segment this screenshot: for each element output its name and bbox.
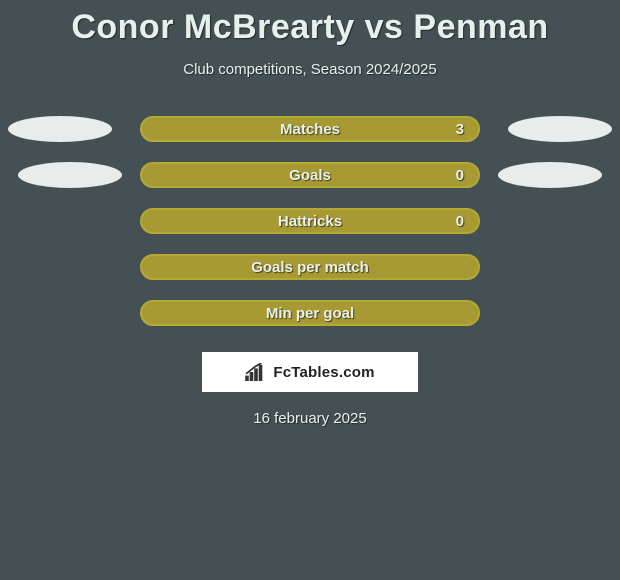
chart-icon bbox=[245, 363, 267, 381]
date: 16 february 2025 bbox=[0, 410, 620, 427]
stat-value: 0 bbox=[456, 213, 464, 230]
stat-row-hattricks: Hattricks 0 bbox=[0, 208, 620, 236]
stat-label: Matches bbox=[280, 121, 340, 138]
stat-row-matches: Matches 3 bbox=[0, 116, 620, 144]
stat-label: Hattricks bbox=[278, 213, 342, 230]
ellipse-left bbox=[8, 116, 112, 142]
stat-value: 3 bbox=[456, 121, 464, 138]
ellipse-right bbox=[498, 162, 602, 188]
logo[interactable]: FcTables.com bbox=[202, 352, 418, 392]
stat-label: Goals bbox=[289, 167, 331, 184]
stat-value: 0 bbox=[456, 167, 464, 184]
stat-bar: Min per goal bbox=[140, 300, 480, 326]
stat-row-min-per-goal: Min per goal bbox=[0, 300, 620, 328]
stat-bar: Goals 0 bbox=[140, 162, 480, 188]
stat-bar: Goals per match bbox=[140, 254, 480, 280]
stat-bar: Matches 3 bbox=[140, 116, 480, 142]
stat-row-goals-per-match: Goals per match bbox=[0, 254, 620, 282]
stat-bar: Hattricks 0 bbox=[140, 208, 480, 234]
ellipse-left bbox=[18, 162, 122, 188]
subtitle: Club competitions, Season 2024/2025 bbox=[0, 61, 620, 78]
stat-label: Goals per match bbox=[251, 259, 369, 276]
ellipse-right bbox=[508, 116, 612, 142]
stat-label: Min per goal bbox=[266, 305, 354, 322]
logo-text: FcTables.com bbox=[273, 364, 374, 381]
stats-container: Matches 3 Goals 0 Hattricks 0 Goals per … bbox=[0, 116, 620, 328]
page-title: Conor McBrearty vs Penman bbox=[0, 0, 620, 47]
stat-row-goals: Goals 0 bbox=[0, 162, 620, 190]
